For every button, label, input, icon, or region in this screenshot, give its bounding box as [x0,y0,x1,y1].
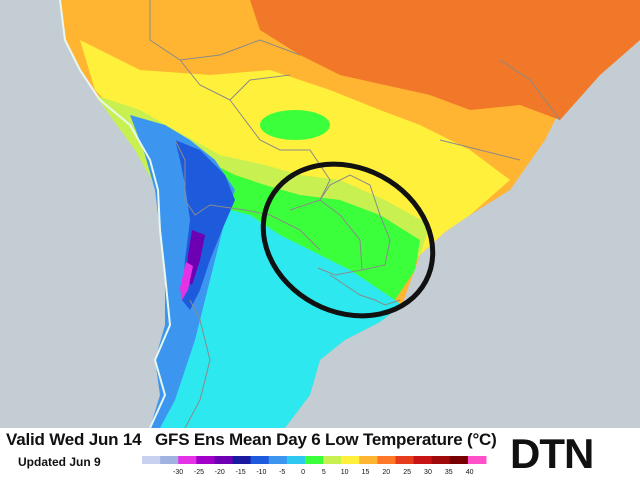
coastline [59,0,172,428]
zone-magenta [180,262,193,300]
valid-date-label: Valid Wed Jun 14 [6,430,142,449]
updated-date-label: Updated Jun 9 [18,455,101,469]
legend-tick-label: -30 [173,469,183,476]
legend-tick-label: -5 [279,469,285,476]
legend-tick-label: 35 [445,469,453,476]
legend-swatch [268,456,288,464]
legend-swatch [377,456,396,464]
legend-tick-label: 15 [362,469,370,476]
legend-swatch [395,456,415,464]
legend-swatch [160,456,179,464]
legend-swatch [449,456,469,464]
legend-swatch [413,456,433,464]
legend-tick-label: -15 [236,469,246,476]
legend-swatch [178,456,197,464]
legend-swatch [214,456,234,464]
zone-hot [250,0,640,120]
legend-swatch [232,456,252,464]
dtn-logo: DTN [510,430,594,477]
legend-tick-label: -25 [194,469,204,476]
legend-tick-label: 10 [341,469,349,476]
map-title: GFS Ens Mean Day 6 Low Temperature (°C) [155,430,497,449]
temperature-map [59,0,640,428]
legend-tick-label: -10 [256,469,266,476]
zone-green-north [260,110,330,140]
legend-tick-label: 0 [301,469,305,476]
legend-tick-label: 20 [382,469,390,476]
legend-tick-label: -20 [215,469,225,476]
legend-tick-label: 30 [424,469,432,476]
legend-tick-label: 5 [322,469,326,476]
legend-swatch [142,456,161,464]
legend-swatch [467,456,487,464]
highlight-ellipse [260,161,436,319]
legend-tick-label: 40 [466,469,474,476]
dtn-logo-text: DTN [510,430,594,477]
legend-swatch [431,456,451,464]
legend-swatch [304,456,324,464]
legend-swatch [323,456,342,464]
country-borders [149,0,561,428]
legend-swatch [359,456,378,464]
color-legend: -30 -25 -20 -15 -10 -5 0 5 10 15 20 25 30 35 40 [142,456,487,476]
map-footer: Valid Wed Jun 14 Updated Jun 9 GFS Ens M… [0,428,640,480]
legend-swatch [286,456,306,464]
legend-swatch [341,456,360,464]
legend-swatch [196,456,215,464]
legend-tick-label: 25 [403,469,411,476]
legend-swatch [250,456,270,464]
